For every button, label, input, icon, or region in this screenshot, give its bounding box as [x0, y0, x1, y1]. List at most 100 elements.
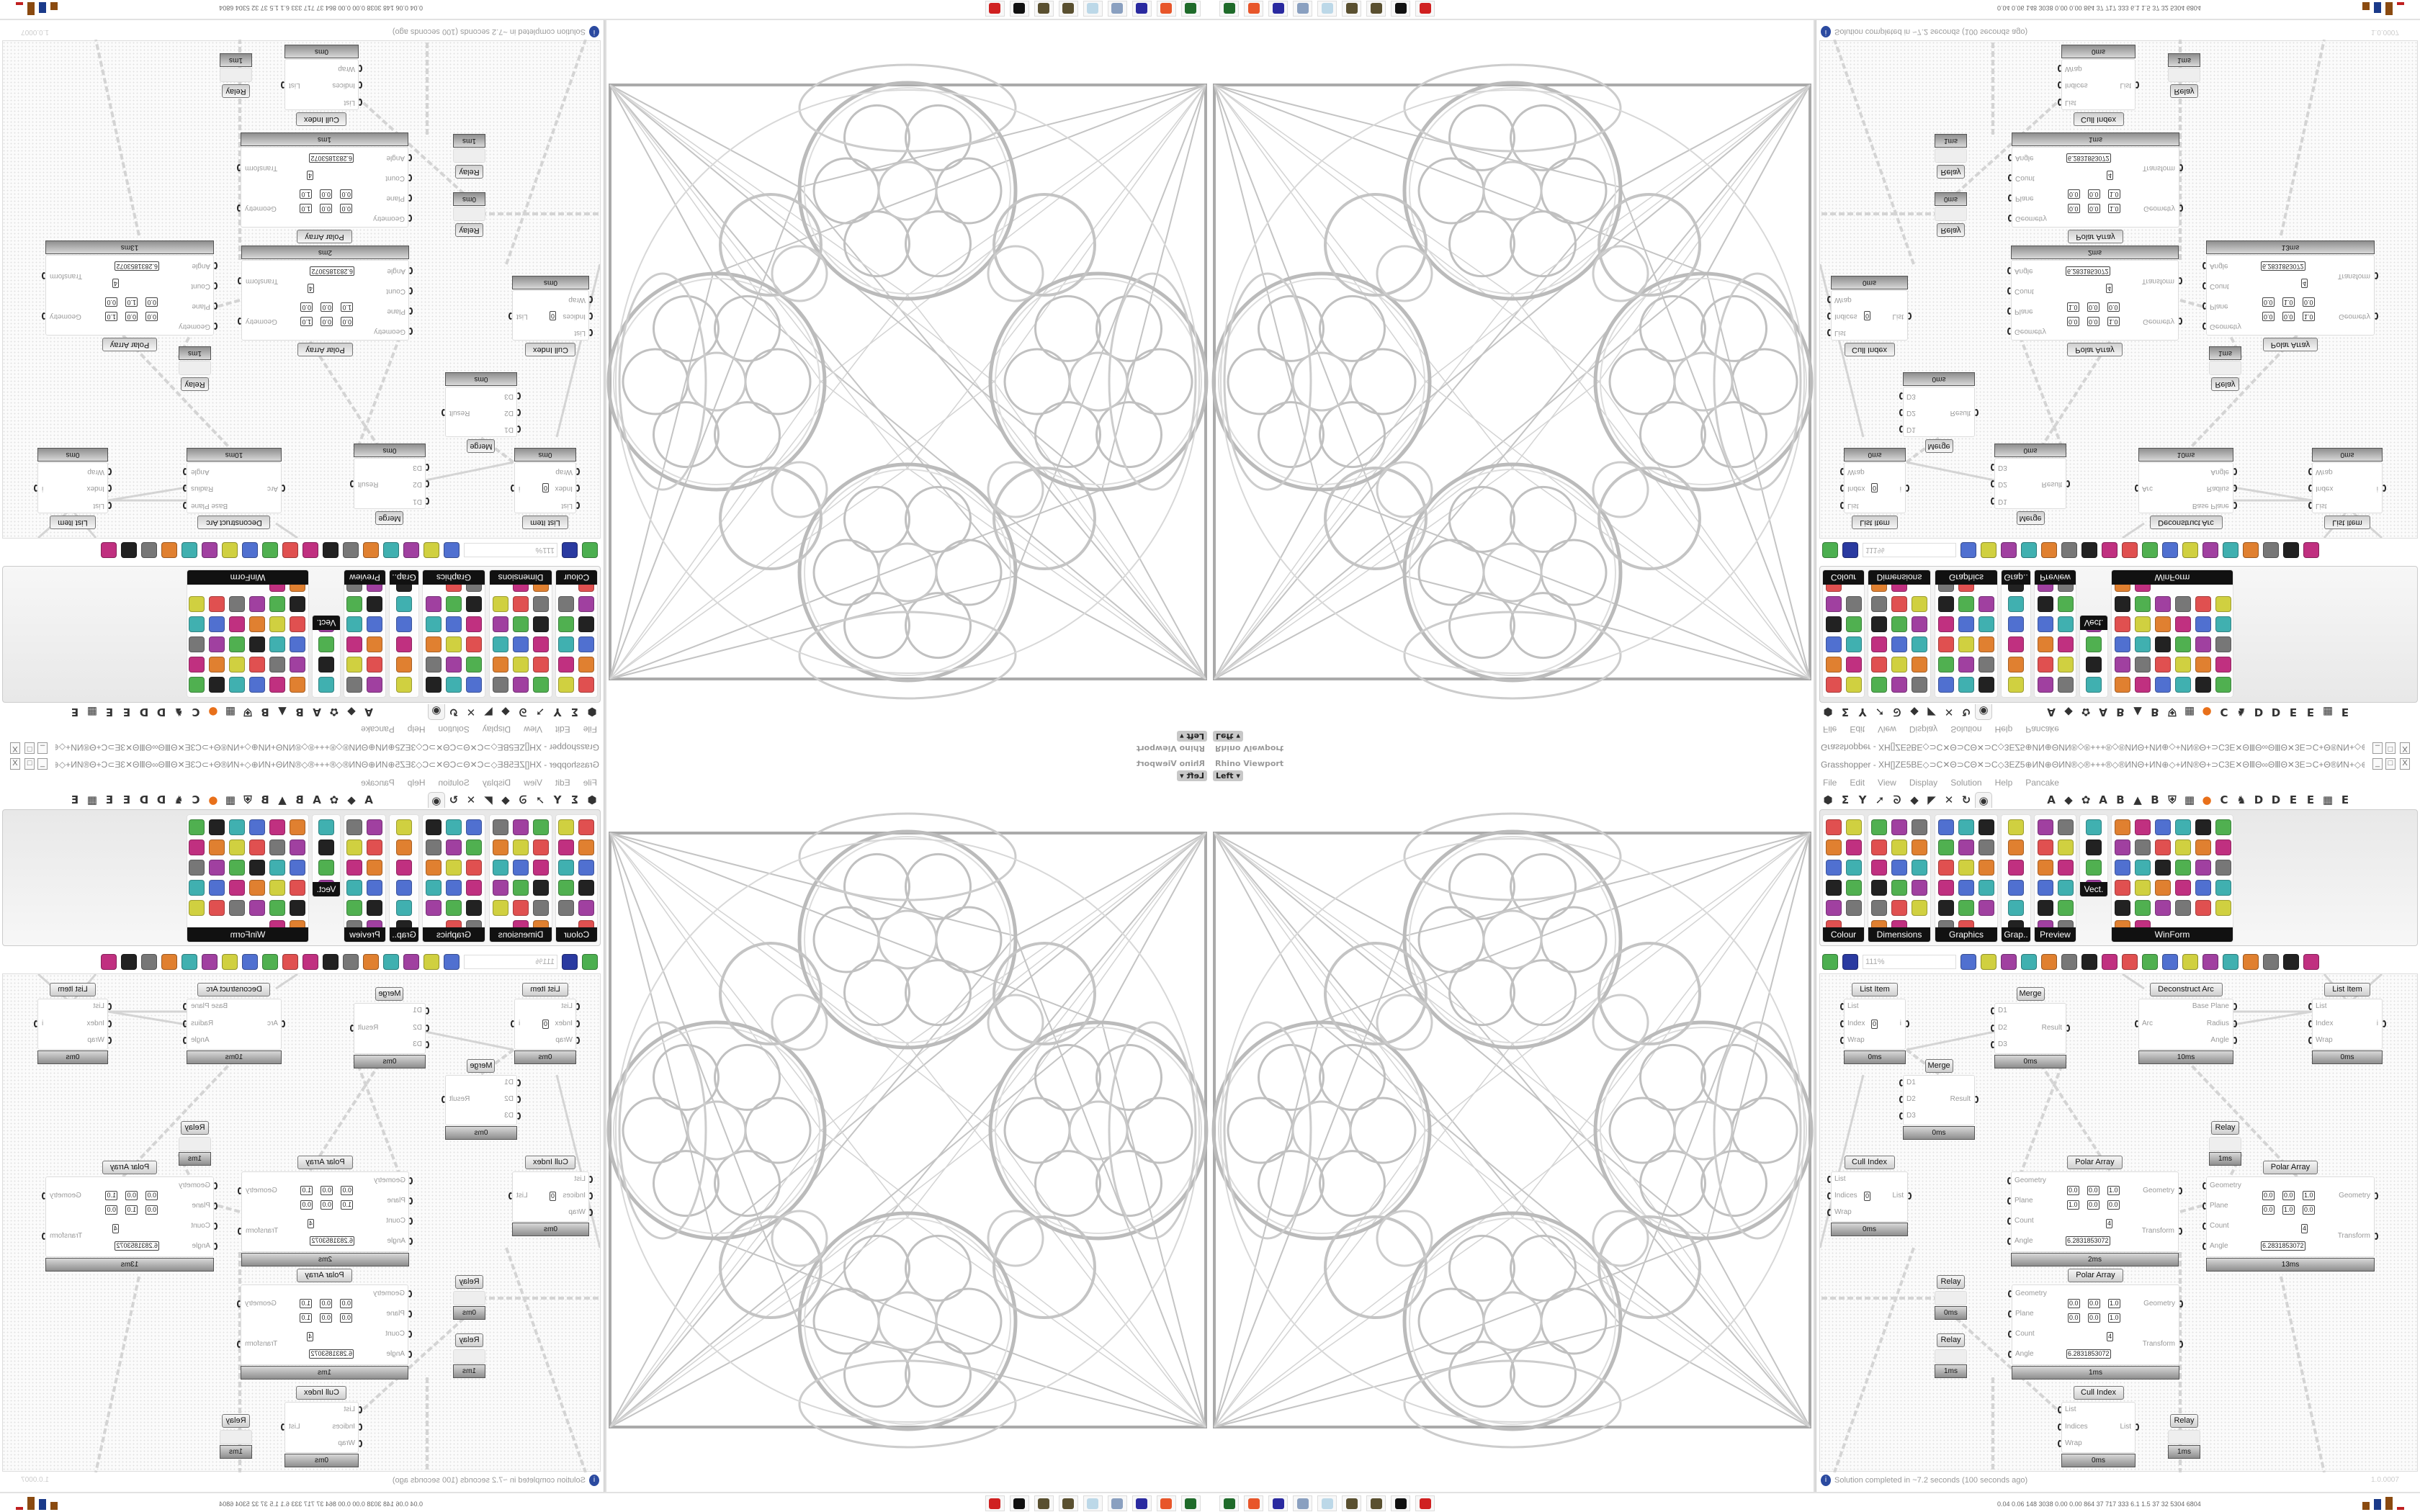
- scrollbar-icon[interactable]: [2195, 596, 2211, 612]
- taskbar-dice-1-icon[interactable]: [1059, 1495, 1078, 1511]
- dimension-vertical-icon[interactable]: [513, 677, 529, 693]
- list-circle-icon[interactable]: [1958, 860, 1974, 876]
- input-grip[interactable]: [516, 1096, 521, 1103]
- dial-icon[interactable]: [290, 616, 305, 632]
- count-value[interactable]: 4: [2301, 279, 2308, 288]
- list-form-icon[interactable]: [2135, 819, 2151, 835]
- hsv-icon[interactable]: [1846, 880, 1862, 896]
- arrows-red-icon[interactable]: [2086, 860, 2102, 876]
- heart-blue-icon[interactable]: [346, 860, 362, 876]
- text-circle-icon[interactable]: [1958, 677, 1974, 693]
- zoom-extents-icon[interactable]: [444, 954, 460, 970]
- tab-plugin-0[interactable]: A: [2047, 706, 2056, 719]
- ribbon-group-label[interactable]: Grap..: [390, 570, 418, 585]
- grid-green-icon[interactable]: [229, 657, 245, 672]
- link-circle-icon[interactable]: [1958, 880, 1974, 896]
- ribbon-group-label[interactable]: WinForm: [187, 927, 308, 942]
- component-label[interactable]: Relay: [181, 1121, 209, 1135]
- menu-edit[interactable]: Edit: [555, 778, 570, 788]
- tab-plugin-13[interactable]: D: [2271, 793, 2281, 806]
- scrollbar-icon[interactable]: [209, 900, 225, 916]
- input-grip[interactable]: [516, 1079, 521, 1086]
- plane-z-y[interactable]: 0.0: [320, 189, 332, 199]
- output-grip[interactable]: [2179, 1341, 2183, 1348]
- blue-sphere-icon[interactable]: [101, 954, 117, 970]
- component-label[interactable]: Relay: [222, 84, 250, 98]
- dim-cross-icon[interactable]: [493, 880, 508, 896]
- taskbar-dice-1-icon[interactable]: [1342, 1495, 1361, 1511]
- slider-knob-icon[interactable]: [249, 657, 265, 672]
- tab-plugin-5[interactable]: ▲: [2133, 706, 2142, 719]
- grid-green-icon[interactable]: [229, 840, 245, 855]
- input-grip[interactable]: [408, 1351, 412, 1358]
- output-grip[interactable]: [183, 467, 187, 475]
- taskbar-terminal-icon[interactable]: [1181, 1, 1201, 17]
- gradient-icon[interactable]: [558, 819, 574, 835]
- component-label[interactable]: Deconstruct Arc: [2149, 983, 2223, 996]
- package-icon[interactable]: [2135, 880, 2151, 896]
- tag-delete-icon[interactable]: [1871, 819, 1887, 835]
- cube-green-icon[interactable]: [1826, 636, 1842, 652]
- balloon-icon[interactable]: [262, 954, 278, 970]
- input-grip[interactable]: [2308, 1020, 2313, 1027]
- dim-ticks-icon[interactable]: [1891, 860, 1907, 876]
- tab-plugin-11[interactable]: ♞: [174, 706, 184, 719]
- tag-icon[interactable]: [1871, 657, 1887, 672]
- component-label[interactable]: List Item: [1852, 983, 1898, 996]
- gradient-icon[interactable]: [1846, 819, 1862, 835]
- rounded-square-icon[interactable]: [1978, 657, 1994, 672]
- input-grip[interactable]: [408, 328, 413, 335]
- menu-display[interactable]: Display: [1909, 724, 1938, 734]
- output-grip[interactable]: [42, 1192, 46, 1200]
- circle-grey-icon[interactable]: [1938, 819, 1954, 835]
- output-grip[interactable]: [1905, 1020, 1909, 1027]
- dotted-circle-icon[interactable]: [1938, 840, 1954, 855]
- sort-numbers-icon[interactable]: [2086, 819, 2102, 835]
- menu-pancake[interactable]: Pancake: [361, 724, 395, 734]
- at-icon[interactable]: [363, 542, 379, 558]
- input-grip[interactable]: [408, 154, 412, 161]
- dimension-angle-icon[interactable]: [493, 677, 508, 693]
- slider-strip-icon[interactable]: [269, 657, 285, 672]
- plane-z-x[interactable]: 0.0: [2262, 1205, 2275, 1215]
- shaded-cube-icon[interactable]: [578, 657, 594, 672]
- ring-icon[interactable]: [1938, 880, 1954, 896]
- list-form-icon[interactable]: [269, 677, 285, 693]
- output-grip[interactable]: [2179, 204, 2183, 212]
- menu-file[interactable]: File: [583, 724, 597, 734]
- tab-plugin-2[interactable]: ✿: [2081, 793, 2091, 806]
- list-circle-icon[interactable]: [1958, 636, 1974, 652]
- component-body[interactable]: [453, 1291, 485, 1305]
- helmet-icon[interactable]: [2182, 954, 2198, 970]
- sort-numbers-icon[interactable]: [2086, 677, 2102, 693]
- ribbon-group-label[interactable]: Vect.: [2080, 882, 2107, 896]
- input-grip[interactable]: [408, 267, 413, 274]
- floppy-mountain-icon[interactable]: [1978, 616, 1994, 632]
- rounded-square-icon[interactable]: [426, 840, 442, 855]
- vector-path-icon[interactable]: [2086, 840, 2102, 855]
- output-grip[interactable]: [2374, 1192, 2378, 1200]
- plane-z-z[interactable]: 0.0: [105, 297, 117, 307]
- line-dim-icon[interactable]: [1891, 657, 1907, 672]
- input-grip[interactable]: [2058, 64, 2062, 72]
- plane-o-z[interactable]: 1.0: [2107, 317, 2120, 326]
- component-label[interactable]: Relay: [2211, 377, 2239, 391]
- hearts-pink-icon[interactable]: [346, 596, 362, 612]
- output-grip[interactable]: [42, 272, 46, 279]
- plane-o-x[interactable]: 0.0: [2068, 204, 2080, 213]
- input-grip[interactable]: [2007, 267, 2012, 274]
- tab-plugin-17[interactable]: E: [2341, 706, 2349, 719]
- balloon-icon[interactable]: [262, 542, 278, 558]
- circle-grey-icon[interactable]: [466, 819, 482, 835]
- component-label[interactable]: Cull Index: [2073, 112, 2124, 126]
- tab-plugin-4[interactable]: B: [2116, 793, 2125, 806]
- ring-icon[interactable]: [466, 616, 482, 632]
- output-grip[interactable]: [2233, 467, 2237, 475]
- tab-eye-icon[interactable]: ◉: [1975, 792, 1992, 808]
- minimize-button[interactable]: _: [37, 758, 48, 770]
- plane-z-y[interactable]: 0.0: [321, 302, 333, 312]
- tab-plugin-13[interactable]: D: [139, 793, 149, 806]
- plane-o-y[interactable]: 0.0: [321, 1186, 333, 1195]
- component-body[interactable]: [453, 207, 485, 221]
- gha-icon[interactable]: [343, 542, 359, 558]
